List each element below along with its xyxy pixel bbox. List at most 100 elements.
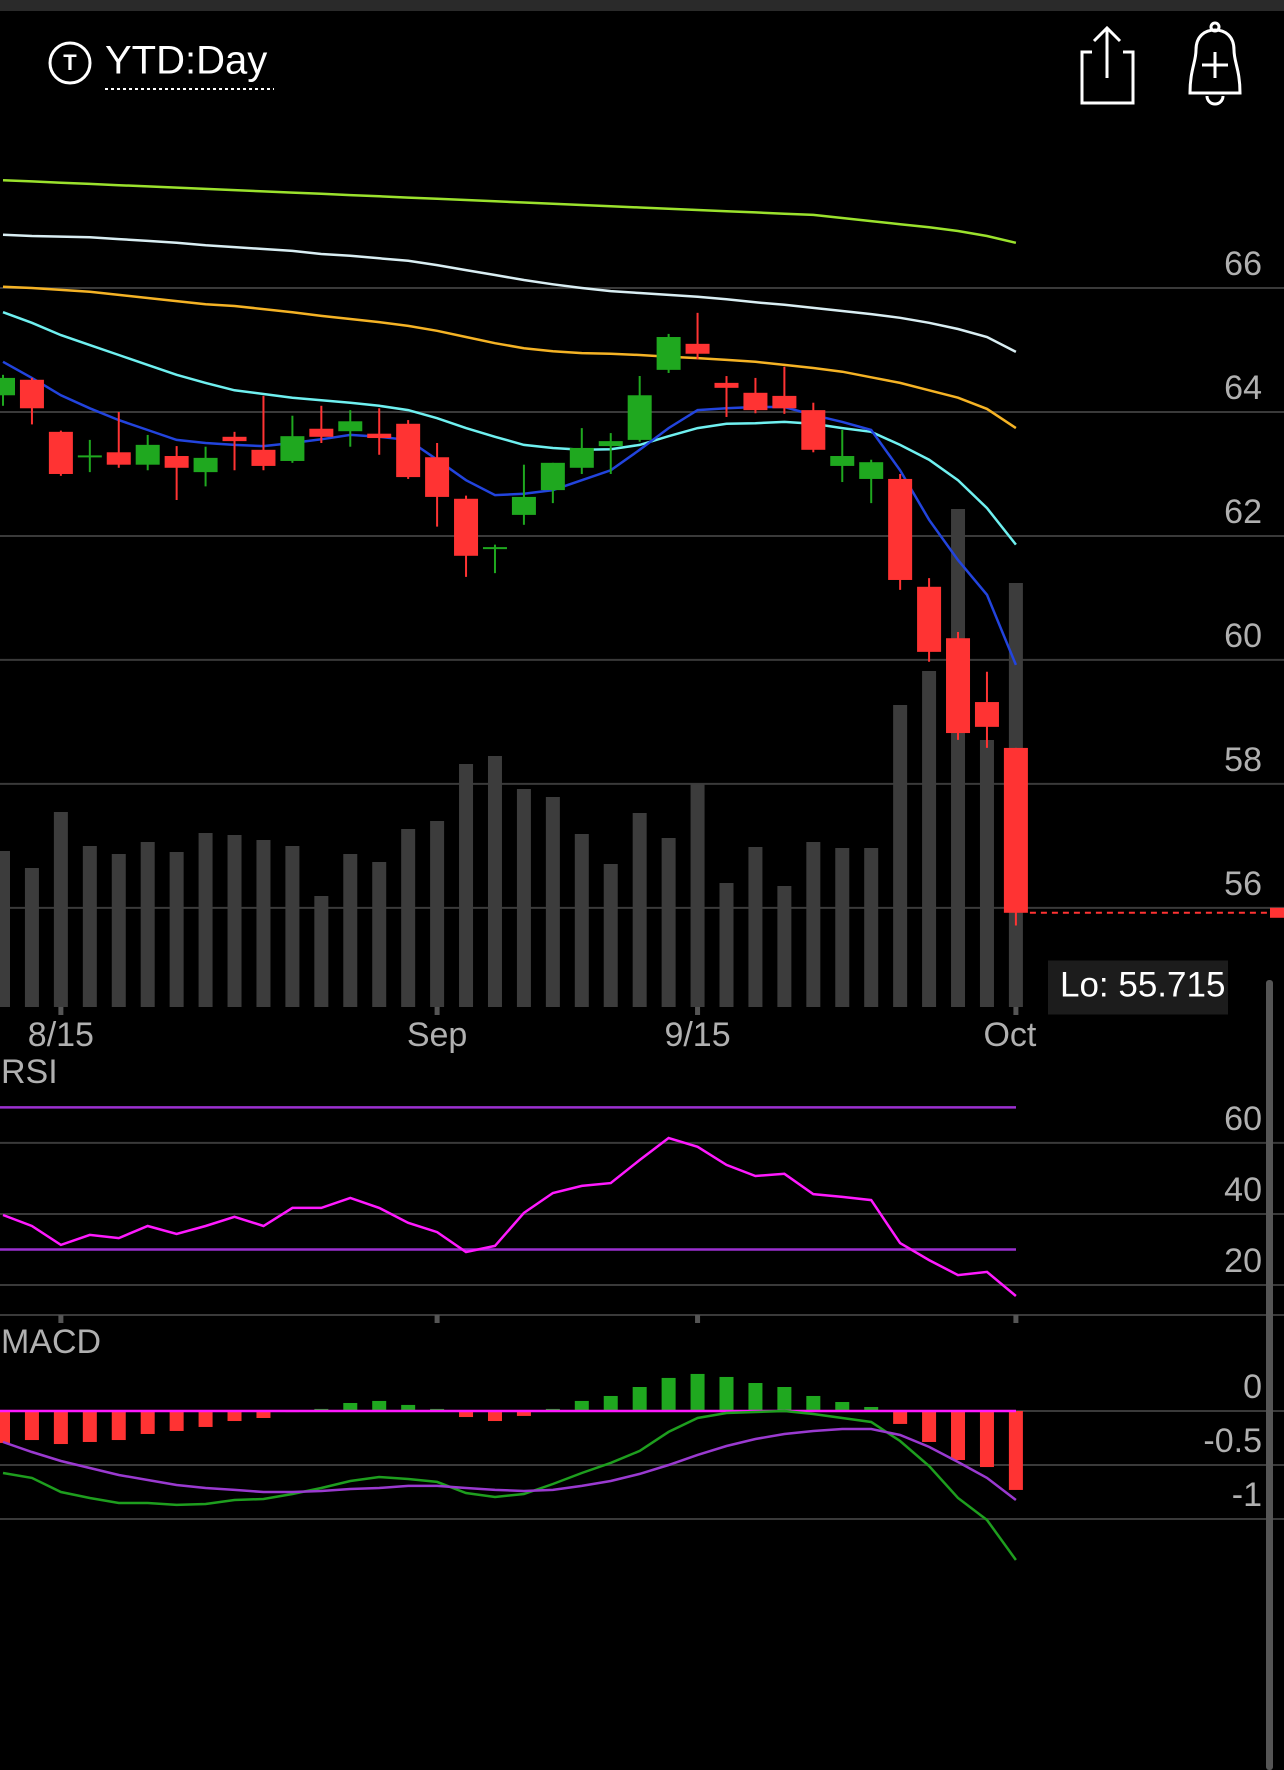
histogram-bar (372, 1400, 387, 1411)
y-tick-label: 60 (1224, 1100, 1262, 1138)
volume-bar (632, 813, 647, 1007)
histogram-bar (951, 1410, 966, 1461)
scrollbar[interactable] (1266, 980, 1273, 1770)
histogram-bar (227, 1410, 242, 1422)
histogram-bar (979, 1410, 994, 1468)
volume-bar (603, 864, 618, 1007)
volume-bar (545, 797, 560, 1007)
share-button[interactable] (1080, 25, 1135, 105)
ticker-icon-letter: T (63, 50, 77, 75)
volume-bar (979, 740, 994, 1007)
histogram-bar (401, 1404, 416, 1411)
candle-body (280, 436, 305, 461)
candle-body (367, 433, 392, 439)
histogram-bar (690, 1373, 705, 1411)
line (2, 360, 1018, 666)
bell-top (1209, 21, 1221, 33)
candle-body (1003, 747, 1028, 913)
share-box (1080, 50, 1135, 105)
ticker-icon (48, 41, 92, 85)
histogram-bar (0, 1410, 10, 1443)
candle-body (106, 452, 131, 465)
line (2, 311, 1017, 546)
candle-body (859, 462, 884, 479)
candle-body (540, 462, 565, 491)
volume-bar (343, 854, 358, 1007)
histogram-bar (169, 1410, 184, 1431)
x-tick-label: 9/15 (664, 1016, 730, 1054)
line (2, 285, 1017, 430)
candle-body (164, 456, 189, 468)
y-tick-label: 0 (1243, 1368, 1262, 1406)
histogram-bar (459, 1410, 474, 1418)
y-tick-label: 20 (1224, 1242, 1262, 1280)
volume-bar (748, 847, 763, 1007)
line (2, 178, 1017, 245)
y-tick-label: 60 (1224, 617, 1262, 655)
candle-body (830, 456, 855, 466)
range-button[interactable]: T YTD:Day (48, 39, 274, 90)
volume-bar (487, 756, 502, 1007)
volume-bar (430, 821, 445, 1007)
candle-body (425, 457, 450, 497)
volume-bar (256, 840, 271, 1007)
volume-bar (285, 846, 300, 1007)
panel-title: RSI (1, 1053, 58, 1091)
histogram-bar (198, 1410, 213, 1427)
range-label[interactable]: YTD:Day (105, 39, 267, 83)
volume-bar (574, 834, 589, 1007)
volume-bar (169, 852, 184, 1007)
candle-body (222, 436, 247, 442)
volume-bar (227, 835, 242, 1007)
candle-body (888, 478, 913, 580)
alert-button[interactable] (1188, 21, 1242, 106)
histogram-bar (719, 1376, 734, 1411)
histogram-bar (864, 1406, 879, 1411)
candle-body (135, 444, 160, 465)
y-tick-label: 64 (1224, 369, 1262, 407)
volume-bar (893, 705, 908, 1007)
y-tick-label: 66 (1224, 245, 1262, 283)
volume-bar (401, 829, 416, 1007)
y-tick-label: 58 (1224, 741, 1262, 779)
histogram-bar (140, 1410, 155, 1434)
candle-body (917, 586, 942, 652)
line (2, 1409, 1017, 1561)
candle-body (338, 421, 363, 432)
candle-body (714, 382, 739, 388)
candle-body (309, 428, 334, 437)
volume-bar (835, 848, 850, 1007)
x-tick-label: Oct (983, 1016, 1036, 1054)
y-tick-label: -1 (1232, 1476, 1262, 1514)
annotation: Lo: 55.715 (1060, 966, 1225, 1005)
candle-body (0, 377, 15, 396)
candle-body (801, 410, 826, 450)
y-tick-label: 62 (1224, 493, 1262, 531)
candle-body (482, 547, 507, 550)
candle-body (598, 441, 623, 447)
candle-body (454, 498, 479, 556)
candle-body (685, 343, 710, 354)
candle-body (48, 431, 73, 474)
candle-body (193, 457, 218, 473)
line (2, 1136, 1017, 1297)
histogram-bar (777, 1387, 792, 1411)
histogram-bar (806, 1395, 821, 1411)
candle-body (511, 496, 536, 515)
histogram-bar (574, 1400, 589, 1411)
histogram-bar (922, 1410, 937, 1442)
x-tick-label: Sep (407, 1016, 468, 1054)
volume-bar (111, 854, 126, 1007)
histogram-bar (53, 1410, 68, 1445)
annotation-box (1048, 960, 1228, 1015)
candle-body (251, 449, 276, 466)
histogram-bar (835, 1402, 850, 1411)
histogram-bar (111, 1410, 126, 1441)
candle-body (627, 395, 652, 440)
histogram-bar (82, 1410, 97, 1442)
histogram-bar (893, 1410, 908, 1424)
histogram-bar (343, 1402, 358, 1411)
top-bar (0, 0, 1284, 11)
